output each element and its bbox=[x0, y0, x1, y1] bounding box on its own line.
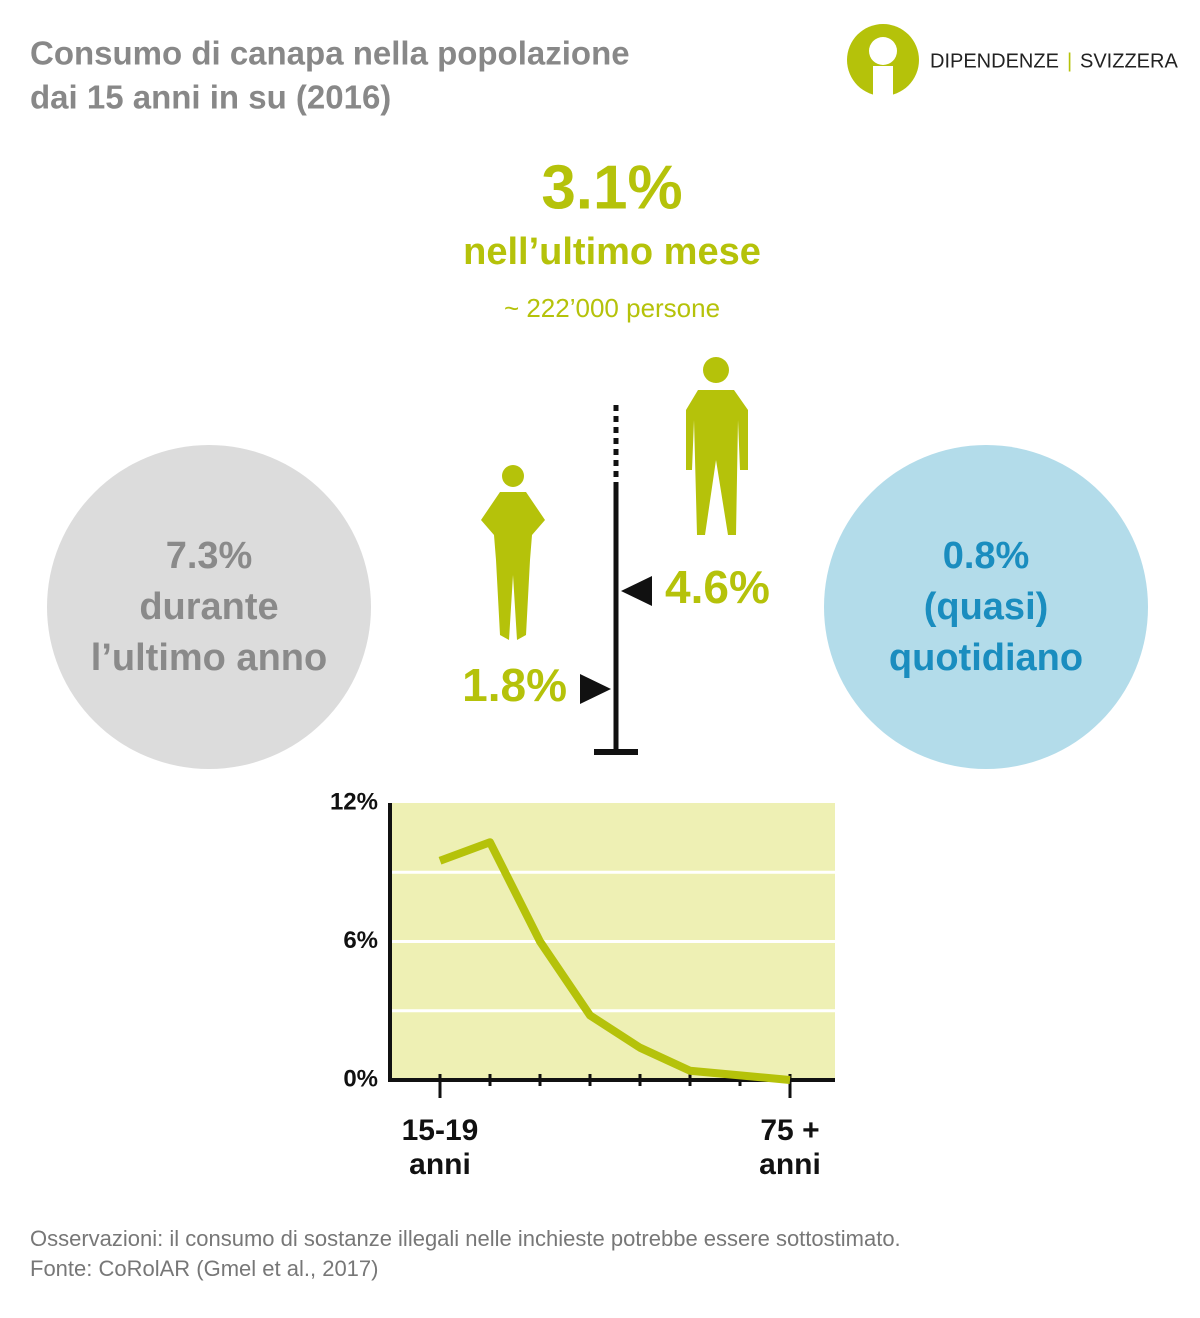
marker bbox=[621, 576, 652, 606]
logo-text: DIPENDENZE bbox=[930, 50, 1059, 72]
marker bbox=[580, 674, 611, 704]
circle-text: l’ultimo anno bbox=[91, 637, 327, 679]
y-tick-label: 6% bbox=[343, 927, 378, 954]
x-tick-label: 75 + anni bbox=[759, 1114, 821, 1181]
footnote: Osservazioni: il consumo di sostanze ill… bbox=[30, 1226, 901, 1251]
circle-text: 0.8% bbox=[943, 535, 1030, 577]
title: dai 15 anni in su (2016) bbox=[30, 79, 391, 116]
month-label: nell’ultimo mese bbox=[463, 231, 761, 273]
y-tick-label: 12% bbox=[330, 788, 378, 815]
daily-circle bbox=[824, 445, 1148, 769]
circle-text: durante bbox=[139, 586, 278, 628]
source: Fonte: CoRolAR (Gmel et al., 2017) bbox=[30, 1256, 378, 1281]
title: Consumo di canapa nella popolazione bbox=[30, 35, 630, 72]
year-circle bbox=[47, 445, 371, 769]
x-tick-label: 15-19 anni bbox=[401, 1114, 479, 1181]
woman-icon bbox=[481, 465, 545, 640]
marker-label: 4.6% bbox=[665, 561, 770, 613]
circle-text: quotidiano bbox=[889, 637, 1083, 679]
logo-dot bbox=[869, 37, 897, 65]
man-icon bbox=[686, 357, 748, 535]
line bbox=[438, 838, 791, 1084]
logo-sep: | bbox=[1067, 50, 1072, 72]
circle-text: (quasi) bbox=[924, 586, 1049, 628]
circle-text: 7.3% bbox=[166, 535, 253, 577]
logo-text: SVIZZERA bbox=[1080, 50, 1178, 72]
y-tick-label: 0% bbox=[343, 1065, 378, 1092]
marker-label: 1.8% bbox=[462, 659, 567, 711]
logo-stem bbox=[873, 66, 893, 96]
month-value: 3.1% bbox=[541, 153, 682, 222]
persons: ~ 222’000 persone bbox=[504, 293, 720, 323]
